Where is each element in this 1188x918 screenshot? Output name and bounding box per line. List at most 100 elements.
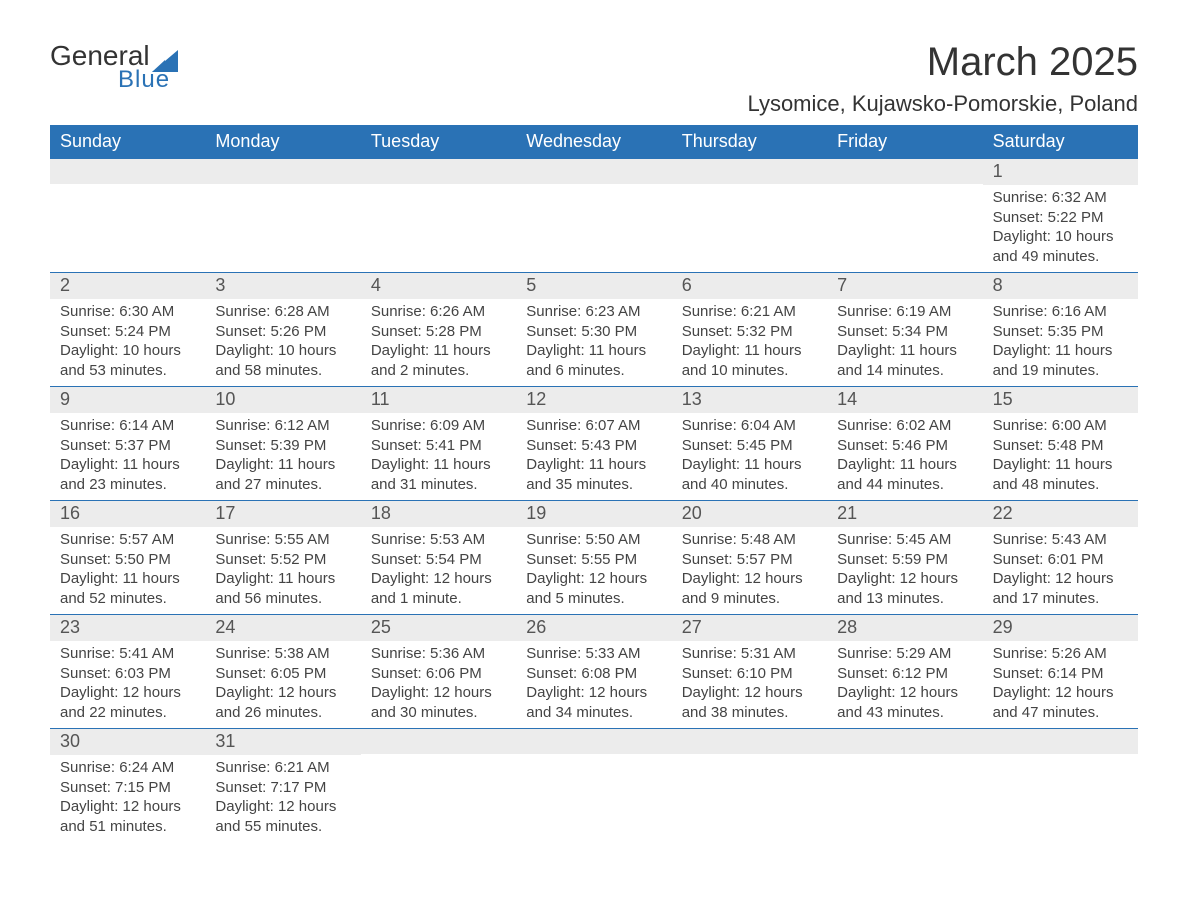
sunrise-text: Sunrise: 6:04 AM	[682, 416, 817, 436]
sunrise-text: Sunrise: 5:57 AM	[60, 530, 195, 550]
calendar-day: 4Sunrise: 6:26 AMSunset: 5:28 PMDaylight…	[361, 273, 516, 386]
header-saturday: Saturday	[983, 125, 1138, 159]
header-friday: Friday	[827, 125, 982, 159]
day-number: 24	[205, 615, 360, 641]
sunrise-text: Sunrise: 5:43 AM	[993, 530, 1128, 550]
day-number	[983, 729, 1138, 754]
sunrise-text: Sunrise: 6:16 AM	[993, 302, 1128, 322]
day-number: 4	[361, 273, 516, 299]
calendar-day	[827, 159, 982, 272]
day-number: 9	[50, 387, 205, 413]
day-number: 18	[361, 501, 516, 527]
sunset-text: Sunset: 6:03 PM	[60, 664, 195, 684]
sunset-text: Sunset: 5:39 PM	[215, 436, 350, 456]
sunrise-text: Sunrise: 5:31 AM	[682, 644, 817, 664]
sunrise-text: Sunrise: 6:09 AM	[371, 416, 506, 436]
day-number: 16	[50, 501, 205, 527]
day-details: Sunrise: 6:07 AMSunset: 5:43 PMDaylight:…	[516, 413, 671, 496]
daylight-text: Daylight: 12 hours and 26 minutes.	[215, 683, 350, 722]
day-number: 5	[516, 273, 671, 299]
daylight-text: Daylight: 12 hours and 1 minute.	[371, 569, 506, 608]
sunrise-text: Sunrise: 6:07 AM	[526, 416, 661, 436]
sunset-text: Sunset: 5:55 PM	[526, 550, 661, 570]
header-sunday: Sunday	[50, 125, 205, 159]
day-details: Sunrise: 5:29 AMSunset: 6:12 PMDaylight:…	[827, 641, 982, 724]
day-number: 25	[361, 615, 516, 641]
day-details: Sunrise: 6:12 AMSunset: 5:39 PMDaylight:…	[205, 413, 360, 496]
daylight-text: Daylight: 12 hours and 5 minutes.	[526, 569, 661, 608]
calendar-day: 5Sunrise: 6:23 AMSunset: 5:30 PMDaylight…	[516, 273, 671, 386]
calendar-week: 9Sunrise: 6:14 AMSunset: 5:37 PMDaylight…	[50, 387, 1138, 501]
day-details: Sunrise: 6:21 AMSunset: 5:32 PMDaylight:…	[672, 299, 827, 382]
day-details: Sunrise: 6:04 AMSunset: 5:45 PMDaylight:…	[672, 413, 827, 496]
day-number: 2	[50, 273, 205, 299]
day-details: Sunrise: 5:53 AMSunset: 5:54 PMDaylight:…	[361, 527, 516, 610]
sunset-text: Sunset: 5:46 PM	[837, 436, 972, 456]
calendar-day: 29Sunrise: 5:26 AMSunset: 6:14 PMDayligh…	[983, 615, 1138, 728]
sunrise-text: Sunrise: 5:26 AM	[993, 644, 1128, 664]
day-number: 3	[205, 273, 360, 299]
sunset-text: Sunset: 5:48 PM	[993, 436, 1128, 456]
day-number	[827, 159, 982, 184]
daylight-text: Daylight: 11 hours and 23 minutes.	[60, 455, 195, 494]
day-details: Sunrise: 5:45 AMSunset: 5:59 PMDaylight:…	[827, 527, 982, 610]
daylight-text: Daylight: 11 hours and 14 minutes.	[837, 341, 972, 380]
sunset-text: Sunset: 7:17 PM	[215, 778, 350, 798]
sunset-text: Sunset: 6:08 PM	[526, 664, 661, 684]
sunset-text: Sunset: 5:59 PM	[837, 550, 972, 570]
daylight-text: Daylight: 11 hours and 52 minutes.	[60, 569, 195, 608]
daylight-text: Daylight: 12 hours and 9 minutes.	[682, 569, 817, 608]
day-number: 23	[50, 615, 205, 641]
day-number: 30	[50, 729, 205, 755]
sunrise-text: Sunrise: 5:48 AM	[682, 530, 817, 550]
calendar-day: 18Sunrise: 5:53 AMSunset: 5:54 PMDayligh…	[361, 501, 516, 614]
daylight-text: Daylight: 11 hours and 40 minutes.	[682, 455, 817, 494]
sunrise-text: Sunrise: 6:19 AM	[837, 302, 972, 322]
calendar-week: 30Sunrise: 6:24 AMSunset: 7:15 PMDayligh…	[50, 729, 1138, 842]
calendar-day: 30Sunrise: 6:24 AMSunset: 7:15 PMDayligh…	[50, 729, 205, 842]
sunset-text: Sunset: 5:35 PM	[993, 322, 1128, 342]
sunrise-text: Sunrise: 6:28 AM	[215, 302, 350, 322]
daylight-text: Daylight: 11 hours and 10 minutes.	[682, 341, 817, 380]
sunset-text: Sunset: 5:41 PM	[371, 436, 506, 456]
header-monday: Monday	[205, 125, 360, 159]
day-details: Sunrise: 6:30 AMSunset: 5:24 PMDaylight:…	[50, 299, 205, 382]
calendar-day: 22Sunrise: 5:43 AMSunset: 6:01 PMDayligh…	[983, 501, 1138, 614]
day-number: 20	[672, 501, 827, 527]
daylight-text: Daylight: 12 hours and 38 minutes.	[682, 683, 817, 722]
day-number: 10	[205, 387, 360, 413]
calendar-day: 11Sunrise: 6:09 AMSunset: 5:41 PMDayligh…	[361, 387, 516, 500]
sunset-text: Sunset: 6:14 PM	[993, 664, 1128, 684]
calendar-header-row: Sunday Monday Tuesday Wednesday Thursday…	[50, 125, 1138, 159]
sunrise-text: Sunrise: 6:21 AM	[682, 302, 817, 322]
day-details: Sunrise: 6:02 AMSunset: 5:46 PMDaylight:…	[827, 413, 982, 496]
sunset-text: Sunset: 5:28 PM	[371, 322, 506, 342]
calendar-day	[516, 729, 671, 842]
calendar-day: 17Sunrise: 5:55 AMSunset: 5:52 PMDayligh…	[205, 501, 360, 614]
day-number: 26	[516, 615, 671, 641]
daylight-text: Daylight: 12 hours and 43 minutes.	[837, 683, 972, 722]
sunset-text: Sunset: 5:30 PM	[526, 322, 661, 342]
day-details: Sunrise: 6:16 AMSunset: 5:35 PMDaylight:…	[983, 299, 1138, 382]
daylight-text: Daylight: 12 hours and 17 minutes.	[993, 569, 1128, 608]
sunset-text: Sunset: 5:45 PM	[682, 436, 817, 456]
header-thursday: Thursday	[672, 125, 827, 159]
calendar-day: 10Sunrise: 6:12 AMSunset: 5:39 PMDayligh…	[205, 387, 360, 500]
day-details: Sunrise: 6:23 AMSunset: 5:30 PMDaylight:…	[516, 299, 671, 382]
calendar-week: 2Sunrise: 6:30 AMSunset: 5:24 PMDaylight…	[50, 273, 1138, 387]
calendar-week: 1Sunrise: 6:32 AMSunset: 5:22 PMDaylight…	[50, 159, 1138, 273]
sunset-text: Sunset: 5:57 PM	[682, 550, 817, 570]
daylight-text: Daylight: 10 hours and 58 minutes.	[215, 341, 350, 380]
page-title: March 2025	[748, 40, 1138, 85]
daylight-text: Daylight: 10 hours and 49 minutes.	[993, 227, 1128, 266]
calendar-day	[827, 729, 982, 842]
sunrise-text: Sunrise: 5:53 AM	[371, 530, 506, 550]
daylight-text: Daylight: 11 hours and 31 minutes.	[371, 455, 506, 494]
calendar-day: 28Sunrise: 5:29 AMSunset: 6:12 PMDayligh…	[827, 615, 982, 728]
day-number: 15	[983, 387, 1138, 413]
day-details: Sunrise: 5:33 AMSunset: 6:08 PMDaylight:…	[516, 641, 671, 724]
day-details: Sunrise: 5:31 AMSunset: 6:10 PMDaylight:…	[672, 641, 827, 724]
calendar-day: 23Sunrise: 5:41 AMSunset: 6:03 PMDayligh…	[50, 615, 205, 728]
sunset-text: Sunset: 5:34 PM	[837, 322, 972, 342]
sunset-text: Sunset: 6:12 PM	[837, 664, 972, 684]
